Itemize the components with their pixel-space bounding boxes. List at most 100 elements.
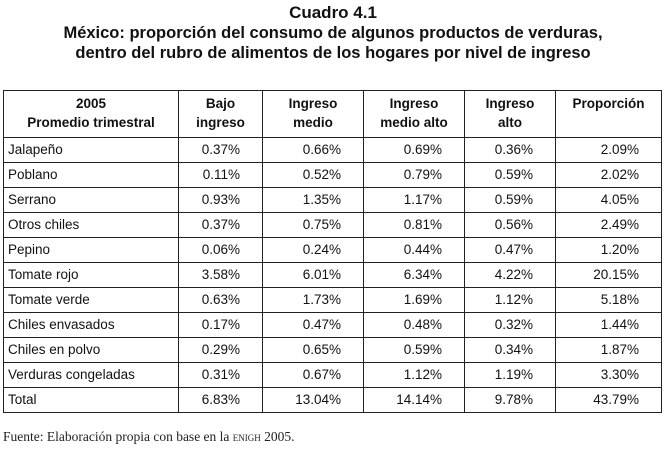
cell-value: 0.34% xyxy=(464,337,556,363)
row-label: Tomate verde xyxy=(3,287,179,313)
cell-value: 0.63% xyxy=(178,287,263,313)
header-ingreso-alto: Ingreso alto xyxy=(464,90,556,138)
row-label: Poblano xyxy=(3,162,179,188)
header-text: Ingreso xyxy=(288,96,338,111)
cell-value: 6.01% xyxy=(262,262,364,288)
cell-value: 1.69% xyxy=(363,287,465,313)
cell-value: 9.78% xyxy=(464,387,556,413)
header-text: Proporción xyxy=(572,96,645,111)
cell-value: 1.73% xyxy=(262,287,364,313)
cell-value: 43.79% xyxy=(555,387,662,413)
header-text: Bajo xyxy=(205,96,236,111)
table-row: Pepino 0.06% 0.24% 0.44% 0.47% 1.20% xyxy=(3,237,662,263)
cell-value: 0.75% xyxy=(262,212,364,238)
table-row: Chiles envasados 0.17% 0.47% 0.48% 0.32% 1.44… xyxy=(3,312,662,338)
cell-value: 0.06% xyxy=(178,237,263,263)
cell-value: 1.12% xyxy=(363,362,465,388)
cell-value: 0.59% xyxy=(363,337,465,363)
source-note: Fuente: Elaboración propia con base en l… xyxy=(3,429,295,445)
header-text: 2005 xyxy=(75,96,107,111)
header-text: Ingreso xyxy=(389,96,439,111)
cell-value: 4.05% xyxy=(555,187,662,213)
cell-value: 0.36% xyxy=(464,137,556,163)
cell-value: 0.29% xyxy=(178,337,263,363)
cell-value: 0.67% xyxy=(262,362,364,388)
cell-value: 0.59% xyxy=(464,187,556,213)
header-ingreso-medio: Ingreso medio xyxy=(262,90,364,138)
cell-value: 0.47% xyxy=(464,237,556,263)
table-row: Chiles en polvo 0.29% 0.65% 0.59% 0.34% 1.87% xyxy=(3,337,662,363)
row-label: Chiles envasados xyxy=(3,312,179,338)
table-row: Serrano 0.93% 1.35% 1.17% 0.59% 4.05% xyxy=(3,187,662,213)
header-proporcion: Proporción xyxy=(555,90,662,138)
table-title: Cuadro 4.1 xyxy=(289,3,377,22)
cell-value: 0.59% xyxy=(464,162,556,188)
cell-value: 0.37% xyxy=(178,212,263,238)
data-table: 2005 Promedio trimestral Bajo ingreso Ingr… xyxy=(3,90,662,413)
row-label: Serrano xyxy=(3,187,179,213)
header-year-period: 2005 Promedio trimestral xyxy=(3,90,179,138)
header-text: medio xyxy=(293,115,333,130)
cell-value: 1.20% xyxy=(555,237,662,263)
cell-value: 0.69% xyxy=(363,137,465,163)
source-acronym: enigh xyxy=(232,429,261,444)
cell-value: 0.79% xyxy=(363,162,465,188)
title-block: Cuadro 4.1 México: proporción del consum… xyxy=(0,3,666,63)
cell-value: 4.22% xyxy=(464,262,556,288)
cell-value: 1.44% xyxy=(555,312,662,338)
source-suffix: 2005. xyxy=(260,429,295,444)
source-prefix: Fuente: Elaboración propia con base en l… xyxy=(3,429,233,444)
row-label: Jalapeño xyxy=(3,137,179,163)
header-text: Ingreso xyxy=(485,96,535,111)
cell-value: 2.02% xyxy=(555,162,662,188)
cell-value: 0.93% xyxy=(178,187,263,213)
cell-value: 0.11% xyxy=(178,162,263,188)
header-text: ingreso xyxy=(196,115,245,130)
cell-value: 0.17% xyxy=(178,312,263,338)
row-label: Pepino xyxy=(3,237,179,263)
cell-value: 0.66% xyxy=(262,137,364,163)
table-row: Poblano 0.11% 0.52% 0.79% 0.59% 2.02% xyxy=(3,162,662,188)
row-label: Verduras congeladas xyxy=(3,362,179,388)
cell-value: 6.83% xyxy=(178,387,263,413)
table-row: Tomate verde 0.63% 1.73% 1.69% 1.12% 5.18% xyxy=(3,287,662,313)
cell-value: 1.19% xyxy=(464,362,556,388)
table-subtitle-line-2: dentro del rubro de alimentos de los hog… xyxy=(75,44,591,62)
cell-value: 0.32% xyxy=(464,312,556,338)
cell-value: 3.58% xyxy=(178,262,263,288)
cell-value: 0.48% xyxy=(363,312,465,338)
header-row: 2005 Promedio trimestral Bajo ingreso Ingr… xyxy=(3,90,662,138)
header-bajo-ingreso: Bajo ingreso xyxy=(178,90,263,138)
cell-value: 0.56% xyxy=(464,212,556,238)
table-row: Otros chiles 0.37% 0.75% 0.81% 0.56% 2.49% xyxy=(3,212,662,238)
cell-value: 0.47% xyxy=(262,312,364,338)
cell-value: 0.65% xyxy=(262,337,364,363)
cell-value: 0.81% xyxy=(363,212,465,238)
cell-value: 14.14% xyxy=(363,387,465,413)
cell-value: 1.87% xyxy=(555,337,662,363)
cell-value: 1.17% xyxy=(363,187,465,213)
cell-value: 3.30% xyxy=(555,362,662,388)
table-row: Total 6.83% 13.04% 14.14% 9.78% 43.79% xyxy=(3,387,662,413)
table-row: Tomate rojo 3.58% 6.01% 6.34% 4.22% 20.15% xyxy=(3,262,662,288)
header-text: medio alto xyxy=(380,115,448,130)
table-subtitle-line-1: México: proporción del consumo de alguno… xyxy=(63,24,603,42)
cell-value: 0.37% xyxy=(178,137,263,163)
cell-value: 6.34% xyxy=(363,262,465,288)
cell-value: 1.35% xyxy=(262,187,364,213)
cell-value: 2.09% xyxy=(555,137,662,163)
row-label: Chiles en polvo xyxy=(3,337,179,363)
header-text: alto xyxy=(497,115,522,130)
cell-value: 13.04% xyxy=(262,387,364,413)
cell-value: 0.52% xyxy=(262,162,364,188)
cell-value: 5.18% xyxy=(555,287,662,313)
table-body: Jalapeño 0.37% 0.66% 0.69% 0.36% 2.09% Poblano… xyxy=(3,137,662,413)
table-row: Jalapeño 0.37% 0.66% 0.69% 0.36% 2.09% xyxy=(3,137,662,163)
cell-value: 0.31% xyxy=(178,362,263,388)
cell-value: 1.12% xyxy=(464,287,556,313)
header-text: Promedio trimestral xyxy=(27,115,155,130)
cell-value: 0.24% xyxy=(262,237,364,263)
row-label: Otros chiles xyxy=(3,212,179,238)
cell-value: 2.49% xyxy=(555,212,662,238)
table-row: Verduras congeladas 0.31% 0.67% 1.12% 1.19% 3… xyxy=(3,362,662,388)
